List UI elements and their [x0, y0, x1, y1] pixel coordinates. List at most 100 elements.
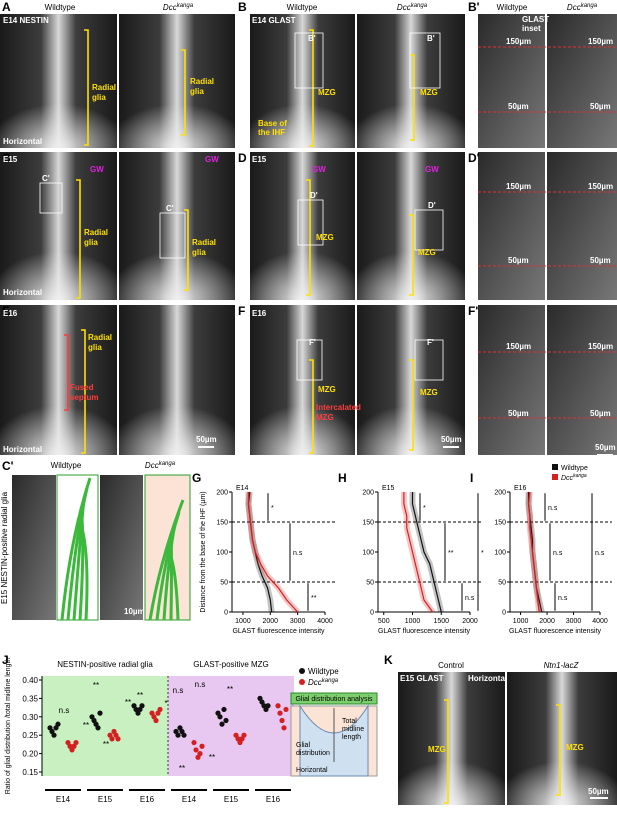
label-sup: kanga: [322, 678, 339, 684]
legend-swatch: [552, 464, 558, 470]
micrograph-fan: [507, 731, 617, 805]
label: C': [42, 174, 50, 183]
dot: [157, 706, 163, 713]
label: 150: [216, 520, 228, 527]
dot: [199, 743, 205, 749]
label: Dcckanga: [145, 461, 176, 470]
inset-box: [294, 32, 324, 89]
inset-box: [159, 212, 186, 259]
micrograph-inset: [478, 152, 545, 300]
label: 0.35: [22, 694, 38, 703]
glia-drawing: [165, 547, 180, 621]
label: F': [468, 304, 478, 318]
label: F': [309, 338, 316, 347]
micrograph-inset: [547, 305, 617, 455]
label: H: [338, 471, 347, 485]
micrograph-fan: [398, 731, 505, 805]
label: E15 GLAST: [400, 674, 444, 683]
micrograph-fan: [0, 372, 117, 455]
label: C: [2, 151, 11, 165]
label: 200: [494, 490, 506, 497]
dot: [223, 717, 229, 724]
label: D': [310, 191, 318, 200]
label: n.s: [548, 505, 558, 512]
label: D: [238, 151, 247, 165]
label: *: [271, 505, 274, 512]
label: MZG: [428, 745, 446, 754]
label: Wildtype: [287, 3, 318, 12]
dot: [115, 736, 121, 742]
dot: [265, 703, 271, 709]
label-sup: kanga: [581, 3, 598, 9]
label: Horizontal: [3, 445, 42, 454]
label: E15: [98, 795, 113, 804]
label: E16: [140, 795, 155, 804]
dot: [153, 717, 159, 724]
profile-line: [411, 492, 442, 613]
dot: [193, 747, 199, 753]
label: 1000: [513, 618, 529, 625]
micrograph-fan: [119, 372, 235, 455]
label: Radial: [88, 333, 112, 342]
label: 150µm: [588, 37, 613, 46]
label: Intercalated: [316, 403, 361, 412]
label: 150µm: [506, 182, 531, 191]
label: 50µm: [588, 787, 609, 796]
dot: [197, 751, 203, 757]
label: 0.20: [22, 750, 38, 759]
glia-drawing: [76, 517, 89, 621]
dot: [175, 732, 181, 738]
label: Glial: [296, 742, 310, 749]
label: E14: [182, 795, 197, 804]
label: **: [83, 721, 89, 730]
label: E16: [3, 309, 18, 318]
micrograph-inset: [12, 475, 56, 620]
label: 3000: [566, 618, 582, 625]
micrograph-fan: [357, 218, 465, 300]
label: glia: [84, 238, 98, 247]
label: 150: [362, 520, 374, 527]
label: **: [209, 753, 215, 762]
dot: [217, 714, 223, 720]
inset-box: [409, 32, 441, 89]
label: 0.30: [22, 713, 38, 722]
label: 200: [362, 490, 374, 497]
label: GW: [312, 165, 326, 174]
micrograph-inset: [547, 14, 617, 148]
label-sup: kanga: [573, 473, 587, 479]
label: A: [2, 0, 11, 14]
dot: [95, 725, 101, 731]
legend-swatch: [552, 474, 558, 480]
label: B': [468, 0, 480, 14]
dot: [191, 739, 197, 746]
label: the IHF: [258, 128, 285, 137]
label: MZG: [318, 385, 336, 394]
bracket: [444, 699, 449, 804]
label: 50: [498, 580, 506, 587]
dot: [181, 732, 187, 738]
label: Dcckanga: [567, 3, 598, 12]
glia-drawing: [169, 535, 173, 621]
label: 0: [370, 610, 374, 617]
label: septum: [70, 393, 98, 402]
micrograph-fan: [250, 372, 355, 455]
micrograph-fan: [119, 74, 235, 148]
glia-drawing: [162, 523, 177, 621]
label: Radial: [92, 83, 116, 92]
micrograph-inset: [100, 475, 143, 620]
label: distribution: [296, 750, 330, 757]
label: MZG: [418, 248, 436, 257]
dot: [219, 721, 225, 727]
profile-band: [400, 492, 436, 614]
label: glia: [190, 87, 204, 96]
label: I: [470, 471, 473, 485]
label: F: [238, 304, 245, 318]
label: Ntn1-lacZ: [544, 661, 580, 670]
group-background: [168, 676, 294, 776]
label: 100: [216, 550, 228, 557]
label: Wildtype: [561, 465, 588, 472]
label: **: [179, 764, 185, 773]
label-base: Dcc: [567, 3, 581, 12]
label: Horizontal: [468, 674, 507, 683]
label: E15 NESTIN-positive radial glia: [0, 491, 9, 604]
